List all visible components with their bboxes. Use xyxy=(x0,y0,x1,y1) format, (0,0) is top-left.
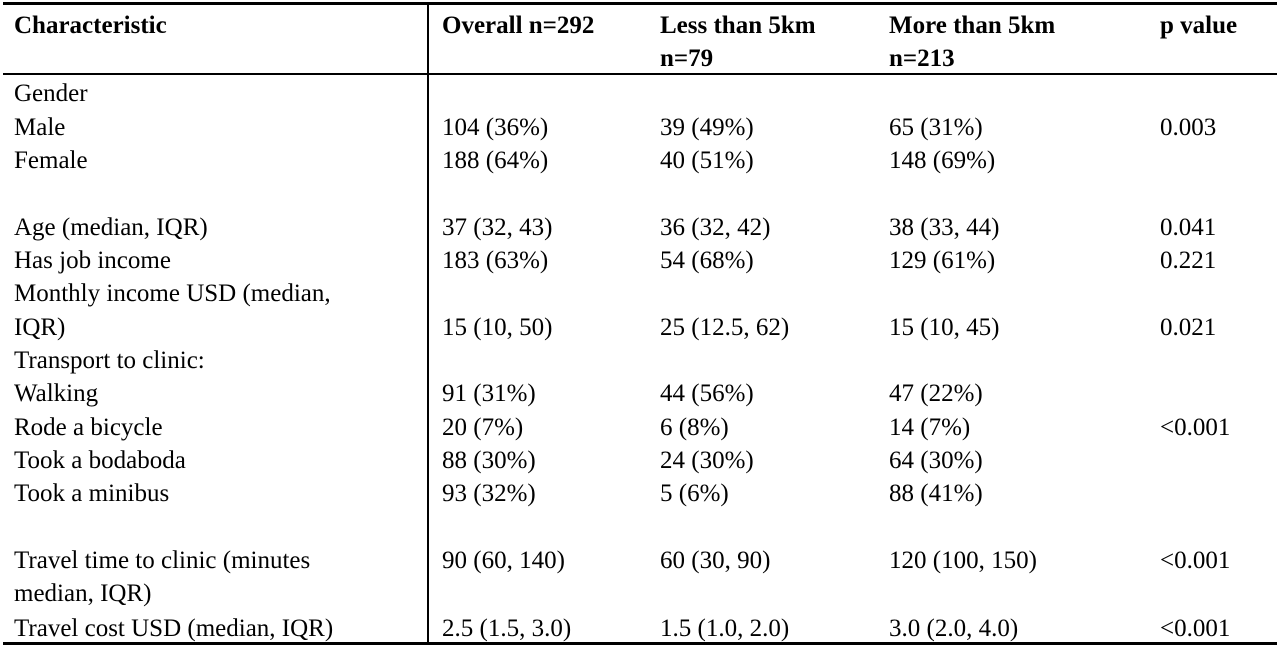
row-label-transport: Transport to clinic: xyxy=(14,347,205,374)
header-more-than-5km-n: n=213 xyxy=(889,45,955,72)
header-p-value: p value xyxy=(1160,12,1238,39)
header-rule xyxy=(3,73,1277,75)
bicycle-more: 14 (7%) xyxy=(889,414,971,441)
row-label-gender: Gender xyxy=(14,80,88,107)
travel-time-overall: 90 (60, 140) xyxy=(442,547,565,574)
row-label-age: Age (median, IQR) xyxy=(14,214,208,241)
job-less: 54 (68%) xyxy=(660,247,754,274)
row-label-male: Male xyxy=(14,114,66,141)
row-label-bodaboda: Took a bodaboda xyxy=(14,447,186,474)
row-label-walking: Walking xyxy=(14,380,99,407)
header-less-than-5km: Less than 5km xyxy=(660,12,816,39)
male-overall: 104 (36%) xyxy=(442,114,549,141)
travel-cost-p: <0.001 xyxy=(1160,615,1231,642)
header-overall: Overall n=292 xyxy=(442,12,595,39)
travel-cost-more: 3.0 (2.0, 4.0) xyxy=(889,615,1019,642)
minibus-overall: 93 (32%) xyxy=(442,480,536,507)
male-more: 65 (31%) xyxy=(889,114,983,141)
travel-cost-less: 1.5 (1.0, 2.0) xyxy=(660,615,790,642)
job-overall: 183 (63%) xyxy=(442,247,549,274)
row-label-travel-cost: Travel cost USD (median, IQR) xyxy=(14,615,334,642)
minibus-more: 88 (41%) xyxy=(889,480,983,507)
age-overall: 37 (32, 43) xyxy=(442,214,553,241)
bicycle-p: <0.001 xyxy=(1160,414,1231,441)
bodaboda-more: 64 (30%) xyxy=(889,447,983,474)
bicycle-overall: 20 (7%) xyxy=(442,414,524,441)
minibus-less: 5 (6%) xyxy=(660,480,729,507)
income-less: 25 (12.5, 62) xyxy=(660,314,790,341)
row-label-travel-time-cont: median, IQR) xyxy=(14,580,152,607)
walking-less: 44 (56%) xyxy=(660,380,754,407)
travel-time-p: <0.001 xyxy=(1160,547,1231,574)
income-p: 0.021 xyxy=(1160,314,1217,341)
header-more-than-5km: More than 5km xyxy=(889,12,1056,39)
header-less-than-5km-n: n=79 xyxy=(660,45,714,72)
job-p: 0.221 xyxy=(1160,247,1217,274)
travel-time-less: 60 (30, 90) xyxy=(660,547,771,574)
bicycle-less: 6 (8%) xyxy=(660,414,729,441)
female-less: 40 (51%) xyxy=(660,147,754,174)
job-more: 129 (61%) xyxy=(889,247,996,274)
row-label-female: Female xyxy=(14,147,88,174)
row-label-monthly-income: Monthly income USD (median, xyxy=(14,280,331,307)
male-less: 39 (49%) xyxy=(660,114,754,141)
travel-cost-overall: 2.5 (1.5, 3.0) xyxy=(442,615,572,642)
walking-more: 47 (22%) xyxy=(889,380,983,407)
age-more: 38 (33, 44) xyxy=(889,214,1000,241)
characteristics-table: Characteristic Overall n=292 Less than 5… xyxy=(3,2,1277,645)
bodaboda-less: 24 (30%) xyxy=(660,447,754,474)
header-characteristic: Characteristic xyxy=(14,12,167,39)
age-less: 36 (32, 42) xyxy=(660,214,771,241)
male-p: 0.003 xyxy=(1160,114,1217,141)
female-more: 148 (69%) xyxy=(889,147,996,174)
row-label-minibus: Took a minibus xyxy=(14,480,170,507)
travel-time-more: 120 (100, 150) xyxy=(889,547,1037,574)
row-label-bicycle: Rode a bicycle xyxy=(14,414,163,441)
row-label-job-income: Has job income xyxy=(14,247,171,274)
female-overall: 188 (64%) xyxy=(442,147,549,174)
row-label-travel-time: Travel time to clinic (minutes xyxy=(14,547,311,574)
age-p: 0.041 xyxy=(1160,214,1217,241)
income-overall: 15 (10, 50) xyxy=(442,314,553,341)
row-label-monthly-income-cont: IQR) xyxy=(14,314,66,341)
column-divider xyxy=(427,5,429,642)
bodaboda-overall: 88 (30%) xyxy=(442,447,536,474)
walking-overall: 91 (31%) xyxy=(442,380,536,407)
income-more: 15 (10, 45) xyxy=(889,314,1000,341)
